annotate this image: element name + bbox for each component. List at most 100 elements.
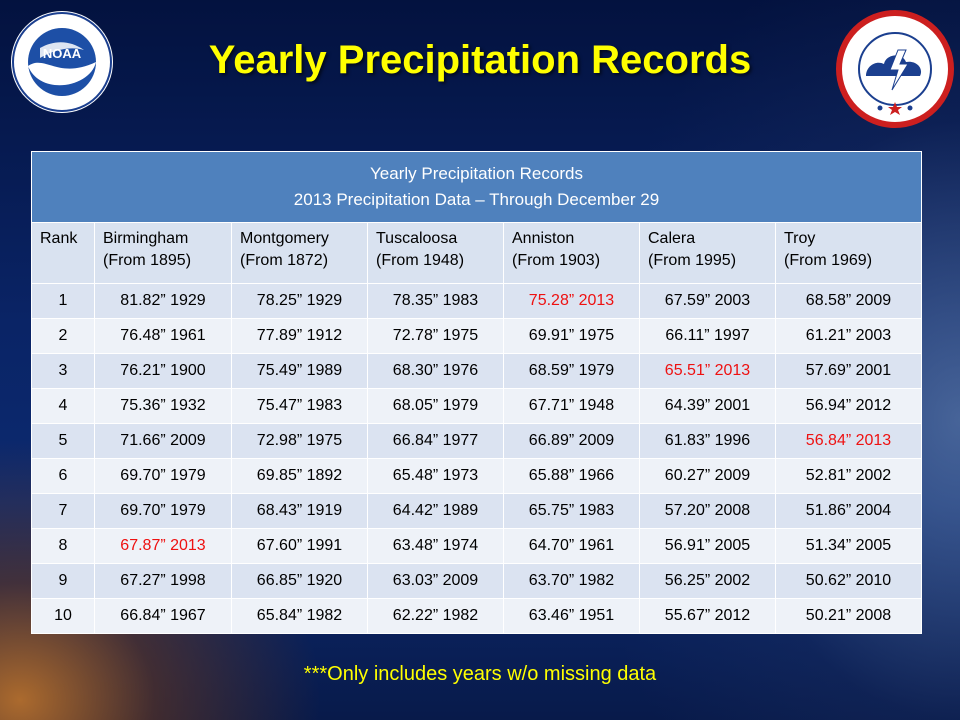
record-cell: 76.48” 1961 [94, 318, 232, 354]
record-cell: 65.75” 1983 [503, 493, 640, 529]
record-cell: 57.69” 2001 [774, 353, 923, 389]
column-header-montgomery: Montgomery (From 1872) [231, 222, 368, 284]
column-header-tuscaloosa: Tuscaloosa (From 1948) [367, 222, 504, 284]
record-cell: 65.88” 1966 [503, 458, 640, 494]
record-cell: 64.42” 1989 [367, 493, 504, 529]
table-row: 3 76.21” 1900 75.49” 1989 68.30” 1976 68.59”… [31, 353, 923, 389]
table-row: 10 66.84” 1967 65.84” 1982 62.22” 1982 63.46… [31, 598, 923, 634]
record-cell: 64.70” 1961 [503, 528, 640, 564]
slide-title: Yearly Precipitation Records [208, 38, 752, 82]
record-cell: 65.51” 2013 [639, 353, 776, 389]
record-cell: 75.36” 1932 [94, 388, 232, 424]
record-cell: 63.46” 1951 [503, 598, 640, 634]
rank-cell: 2 [31, 318, 95, 354]
column-header-birmingham: Birmingham (From 1895) [94, 222, 232, 284]
record-cell: 77.89” 1912 [231, 318, 368, 354]
column-header-name: Tuscaloosa [376, 230, 458, 247]
rank-cell: 5 [31, 423, 95, 459]
record-cell: 62.22” 1982 [367, 598, 504, 634]
record-cell: 55.67” 2012 [639, 598, 776, 634]
rank-cell: 8 [31, 528, 95, 564]
record-cell: 72.78” 1975 [367, 318, 504, 354]
record-cell: 68.59” 1979 [503, 353, 640, 389]
record-cell: 65.84” 1982 [231, 598, 368, 634]
record-cell: 56.94” 2012 [774, 388, 923, 424]
record-cell: 75.49” 1989 [231, 353, 368, 389]
record-cell: 66.84” 1967 [94, 598, 232, 634]
record-cell: 56.84” 2013 [774, 423, 923, 459]
record-cell: 67.71” 1948 [503, 388, 640, 424]
table-title-line1: Yearly Precipitation Records [370, 164, 583, 183]
column-header-anniston: Anniston (From 1903) [503, 222, 640, 284]
record-cell: 68.30” 1976 [367, 353, 504, 389]
precipitation-table-container: Yearly Precipitation Records 2013 Precip… [30, 151, 923, 634]
column-header-since: (From 1948) [376, 252, 465, 269]
precipitation-table: Yearly Precipitation Records 2013 Precip… [30, 151, 923, 634]
rank-cell: 4 [31, 388, 95, 424]
record-cell: 61.21” 2003 [774, 318, 923, 354]
column-header-name: Montgomery [240, 230, 329, 247]
footnote: ***Only includes years w/o missing data [303, 663, 657, 685]
column-header-name: Calera [648, 230, 696, 247]
record-cell: 65.48” 1973 [367, 458, 504, 494]
table-body: 1 81.82” 1929 78.25” 1929 78.35” 1983 75.28”… [31, 283, 923, 634]
record-cell: 72.98” 1975 [231, 423, 368, 459]
table-row: 7 69.70” 1979 68.43” 1919 64.42” 1989 65.75”… [31, 493, 923, 529]
record-cell: 67.59” 2003 [639, 283, 776, 319]
record-cell: 61.83” 1996 [639, 423, 776, 459]
table-row: 2 76.48” 1961 77.89” 1912 72.78” 1975 69.91”… [31, 318, 923, 354]
record-cell: 76.21” 1900 [94, 353, 232, 389]
column-header-rank: Rank [31, 222, 95, 284]
rank-cell: 1 [31, 283, 95, 319]
record-cell: 68.43” 1919 [231, 493, 368, 529]
record-cell: 66.11” 1997 [639, 318, 776, 354]
record-cell: 81.82” 1929 [94, 283, 232, 319]
column-header-since: (From 1995) [648, 252, 737, 269]
record-cell: 71.66” 2009 [94, 423, 232, 459]
record-cell: 52.81” 2002 [774, 458, 923, 494]
record-cell: 63.48” 1974 [367, 528, 504, 564]
column-header-since: (From 1895) [103, 252, 192, 269]
table-row: 1 81.82” 1929 78.25” 1929 78.35” 1983 75.28”… [31, 283, 923, 319]
column-header-since: (From 1903) [512, 252, 601, 269]
record-cell: 69.70” 1979 [94, 493, 232, 529]
record-cell: 69.85” 1892 [231, 458, 368, 494]
record-cell: 75.28” 2013 [503, 283, 640, 319]
record-cell: 50.62” 2010 [774, 563, 923, 599]
record-cell: 68.05” 1979 [367, 388, 504, 424]
column-header-name: Anniston [512, 230, 575, 247]
column-header-since: (From 1969) [784, 252, 873, 269]
rank-cell: 10 [31, 598, 95, 634]
record-cell: 56.25” 2002 [639, 563, 776, 599]
noaa-logo-icon: NOAA [11, 11, 113, 113]
record-cell: 69.70” 1979 [94, 458, 232, 494]
column-header-calera: Calera (From 1995) [639, 222, 776, 284]
record-cell: 78.25” 1929 [231, 283, 368, 319]
table-row: 6 69.70” 1979 69.85” 1892 65.48” 1973 65.88”… [31, 458, 923, 494]
record-cell: 51.34” 2005 [774, 528, 923, 564]
column-header-row: Rank Birmingham (From 1895) Montgomery (From… [31, 222, 923, 284]
rank-cell: 9 [31, 563, 95, 599]
table-title-line2: 2013 Precipitation Data – Through Decemb… [293, 190, 660, 209]
record-cell: 64.39” 2001 [639, 388, 776, 424]
nws-logo-icon [836, 10, 954, 128]
record-cell: 63.03” 2009 [367, 563, 504, 599]
record-cell: 50.21” 2008 [774, 598, 923, 634]
rank-cell: 6 [31, 458, 95, 494]
column-header-name: Birmingham [103, 230, 189, 247]
record-cell: 66.84” 1977 [367, 423, 504, 459]
record-cell: 66.85” 1920 [231, 563, 368, 599]
record-cell: 60.27” 2009 [639, 458, 776, 494]
record-cell: 63.70” 1982 [503, 563, 640, 599]
column-header-name: Rank [40, 230, 78, 247]
record-cell: 67.87” 2013 [94, 528, 232, 564]
record-cell: 69.91” 1975 [503, 318, 640, 354]
record-cell: 57.20” 2008 [639, 493, 776, 529]
table-row: 4 75.36” 1932 75.47” 1983 68.05” 1979 67.71”… [31, 388, 923, 424]
record-cell: 67.60” 1991 [231, 528, 368, 564]
record-cell: 67.27” 1998 [94, 563, 232, 599]
rank-cell: 7 [31, 493, 95, 529]
record-cell: 51.86” 2004 [774, 493, 923, 529]
record-cell: 68.58” 2009 [774, 283, 923, 319]
record-cell: 56.91” 2005 [639, 528, 776, 564]
